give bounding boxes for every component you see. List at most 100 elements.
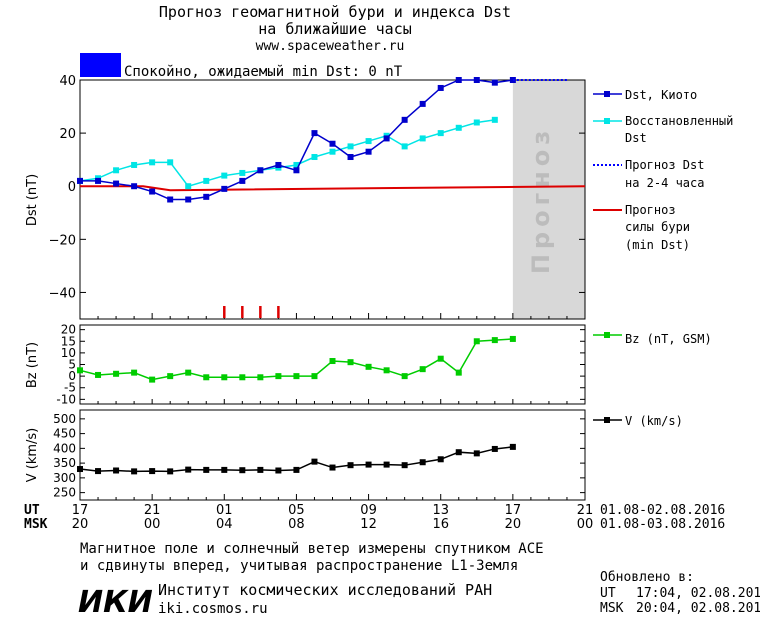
storm-forecast-series: [80, 185, 586, 192]
chart-title-line2: на ближайшие часы: [258, 20, 412, 38]
bz-point: [311, 373, 318, 380]
institute-site[interactable]: iki.cosmos.ru: [158, 601, 268, 617]
restored-dst-point: [167, 159, 174, 166]
restored-dst-point: [491, 116, 498, 123]
dst-y-tick-label: 40: [59, 74, 76, 89]
kyoto-dst-line: [80, 79, 513, 201]
updated-ut-label: UT: [600, 586, 616, 601]
bz-y-tick-label: 20: [61, 323, 76, 337]
bz-point: [491, 337, 498, 344]
v-y-tick-label: 300: [53, 471, 76, 485]
msk-tick-label: 12: [360, 517, 377, 532]
ut-tick-label: 09: [360, 503, 377, 518]
restored-dst-point: [311, 154, 318, 161]
msk-tick-label: 04: [216, 517, 233, 532]
ut-tick-label: 21: [577, 503, 594, 518]
chart-title-line1: Прогноз геомагнитной бури и индекса Dst: [159, 3, 511, 21]
bz-point: [149, 376, 156, 383]
ut-tick-label: 17: [72, 503, 89, 518]
legend-storm-label-2: силы бури: [625, 220, 690, 234]
forecast-region-label: Прогноз: [527, 126, 555, 274]
bz-point: [221, 374, 228, 381]
restored-dst-point: [401, 143, 408, 150]
kyoto-dst-point: [77, 177, 83, 184]
source-url[interactable]: www.spaceweather.ru: [256, 39, 405, 54]
storm-forecast-line: [80, 185, 586, 192]
bz-point: [419, 366, 426, 373]
bz-y-tick-label: 0: [68, 369, 76, 383]
updated-label: Обновлено в:: [600, 570, 694, 585]
ut-tick-label: 01: [216, 503, 233, 518]
institute-name: Институт космических исследований РАН: [158, 581, 492, 599]
iki-logo: ИКИ: [78, 585, 153, 620]
bz-point: [185, 369, 192, 376]
ut-axis-label: UT: [24, 503, 40, 518]
bz-y-tick-label: -5: [64, 381, 76, 395]
bz-point: [167, 373, 174, 380]
ut-date-range: 01.08-02.08.2016: [600, 503, 725, 518]
legend-bz-marker: [604, 332, 610, 338]
dst-panel: Прогноз −40 −20 0 20 40 Dst (nT): [25, 74, 586, 320]
v-point: [77, 466, 83, 473]
kyoto-dst-point: [113, 180, 120, 187]
legend-restored-label-2: Dst: [625, 131, 647, 145]
v-point: [329, 464, 336, 471]
status-indicator: [80, 53, 121, 77]
kyoto-dst-point: [275, 161, 282, 168]
legend-v-label: V (km/s): [625, 414, 683, 428]
bz-y-tick-label: 5: [68, 358, 76, 372]
bz-point: [347, 359, 354, 366]
msk-tick-label: 00: [577, 517, 594, 532]
kyoto-dst-point: [419, 100, 426, 107]
kyoto-dst-point: [239, 177, 246, 184]
status-text: Спокойно, ожидаемый min Dst: 0 nT: [124, 64, 403, 80]
msk-tick-label: 00: [144, 517, 161, 532]
v-point: [473, 450, 480, 457]
v-point: [185, 466, 192, 473]
bz-point: [455, 369, 462, 376]
time-axis: UT MSK 17202100010405080912131617202100 …: [24, 503, 725, 532]
updated-msk-time: 20:04, 02.08.2016: [636, 601, 760, 616]
v-point: [401, 462, 408, 469]
bz-point: [365, 363, 372, 370]
legend-bz-label: Bz (nT, GSM): [625, 332, 712, 346]
bz-point: [203, 374, 210, 381]
restored-dst-point: [149, 159, 156, 166]
restored-dst-point: [347, 143, 354, 150]
restored-dst-series: [77, 116, 498, 190]
kyoto-dst-point: [437, 84, 444, 91]
v-point: [311, 458, 318, 465]
updated-msk-label: MSK: [600, 601, 624, 616]
kyoto-dst-point: [167, 196, 174, 203]
legend-storm-label-1: Прогноз: [625, 203, 676, 217]
kyoto-dst-point: [203, 193, 210, 200]
bz-point: [131, 369, 138, 376]
legend-restored-label-1: Восстановленный: [625, 114, 733, 128]
bz-y-tick-label: 15: [61, 334, 76, 348]
legend-kyoto-marker: [604, 91, 610, 97]
restored-dst-point: [185, 183, 192, 190]
storm-markers: [223, 306, 280, 318]
v-point: [149, 468, 156, 475]
bz-y-tick-label: 10: [61, 346, 76, 360]
kyoto-dst-point: [257, 167, 264, 174]
ut-tick-label: 21: [144, 503, 161, 518]
msk-tick-label: 20: [72, 517, 89, 532]
legend-restored-marker: [604, 118, 610, 124]
v-y-tick-label: 250: [53, 486, 76, 500]
bz-point: [293, 373, 300, 380]
kyoto-dst-point: [365, 148, 372, 155]
legend-forecast-label-1: Прогноз Dst: [625, 158, 704, 172]
footer-note-line2: и сдвинуты вперед, учитывая распростране…: [80, 558, 518, 574]
kyoto-dst-point: [473, 77, 480, 83]
bz-point: [401, 373, 408, 380]
v-point: [383, 461, 390, 468]
bz-point: [239, 374, 246, 381]
bz-point: [113, 370, 120, 377]
restored-dst-point: [113, 167, 120, 174]
legend-storm-label-3: (min Dst): [625, 238, 690, 252]
